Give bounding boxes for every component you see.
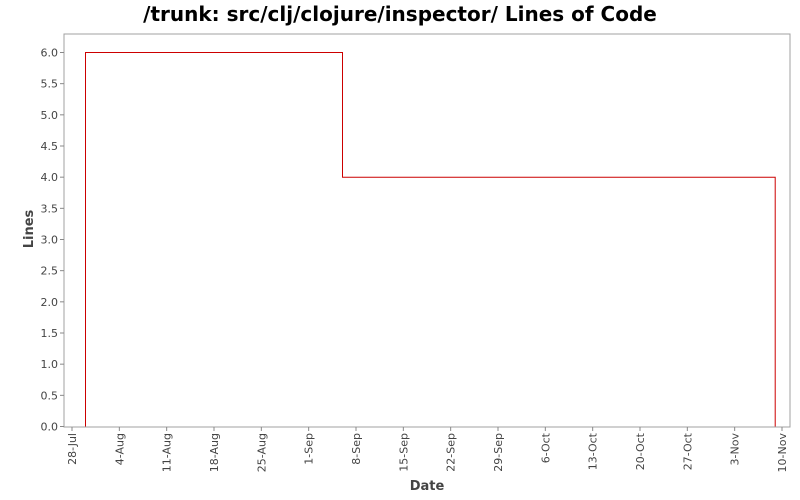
y-tick-label: 1.5 bbox=[41, 327, 59, 340]
x-tick-label: 13-Oct bbox=[587, 432, 600, 470]
x-tick-label: 29-Sep bbox=[492, 433, 505, 472]
x-tick-label: 28-Jul bbox=[66, 433, 79, 465]
x-tick-label: 20-Oct bbox=[634, 432, 647, 470]
y-tick-label: 4.0 bbox=[41, 171, 59, 184]
x-axis-label: Date bbox=[410, 479, 445, 494]
x-tick-label: 1-Sep bbox=[303, 433, 316, 465]
y-tick-label: 3.5 bbox=[41, 202, 59, 215]
x-tick-label: 27-Oct bbox=[681, 432, 694, 470]
chart-title: /trunk: src/clj/clojure/inspector/ Lines… bbox=[143, 2, 657, 26]
y-tick-label: 3.0 bbox=[41, 234, 59, 247]
x-tick-label: 25-Aug bbox=[255, 433, 268, 472]
x-tick-label: 15-Sep bbox=[397, 433, 410, 472]
x-tick-label: 8-Sep bbox=[350, 433, 363, 465]
y-tick-label: 4.5 bbox=[41, 140, 59, 153]
y-axis-label: Lines bbox=[22, 209, 37, 248]
x-axis: 28-Jul 4-Aug 11-Aug 18-Aug 25-Aug 1-Sep 8-Sep 1… bbox=[66, 427, 789, 472]
series-line bbox=[85, 52, 776, 427]
x-tick-label: 10-Nov bbox=[776, 433, 789, 473]
y-tick-label: 5.0 bbox=[41, 109, 59, 122]
y-axis: 0.0 0.5 1.0 1.5 2.0 2.5 3.0 3.5 4.0 4.5 5.0 5.5 6.0 bbox=[41, 47, 64, 434]
y-tick-label: 1.0 bbox=[41, 358, 59, 371]
y-tick-label: 5.5 bbox=[41, 78, 59, 91]
x-tick-label: 22-Sep bbox=[445, 433, 458, 472]
x-tick-label: 18-Aug bbox=[208, 433, 221, 472]
series-layer bbox=[85, 52, 776, 427]
y-tick-label: 0.0 bbox=[41, 421, 59, 434]
x-tick-label: 6-Oct bbox=[539, 432, 552, 463]
y-tick-label: 6.0 bbox=[41, 47, 59, 60]
x-tick-label: 3-Nov bbox=[729, 433, 742, 466]
x-tick-label: 11-Aug bbox=[161, 433, 174, 472]
y-tick-label: 0.5 bbox=[41, 389, 59, 402]
x-tick-label: 4-Aug bbox=[113, 433, 126, 465]
y-tick-label: 2.0 bbox=[41, 296, 59, 309]
plot-area bbox=[63, 33, 791, 428]
y-tick-label: 2.5 bbox=[41, 265, 59, 278]
